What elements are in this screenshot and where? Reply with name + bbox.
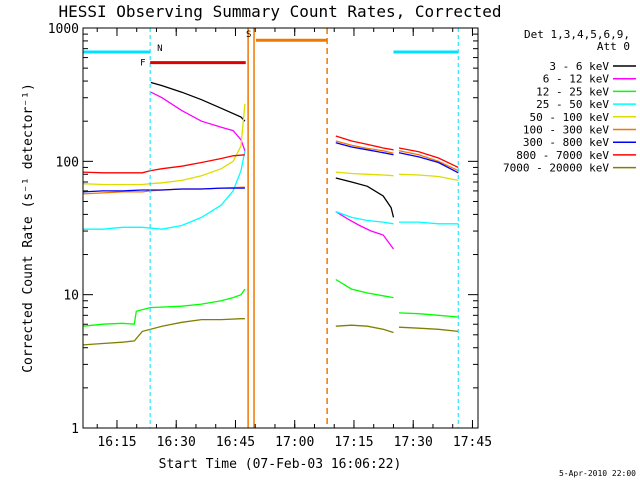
legend-label-4: 50 - 100 keV [530,111,610,124]
series-line-2-1 [335,278,394,299]
series-line-5-1 [335,140,394,154]
flag-label-1: S [246,30,251,40]
series-line-6-0 [82,187,245,193]
timestamp: 5-Apr-2010 22:00 [559,469,636,478]
series-line-2-2 [398,312,459,318]
legend-label-0: 3 - 6 keV [549,60,609,73]
series-line-8-2 [398,326,459,333]
x-tick-label-5: 17:30 [394,435,433,450]
series-line-6-1 [335,142,394,156]
series-line-6-2 [398,152,459,174]
series-line-8-0 [82,318,245,346]
series-line-3-2 [399,221,459,225]
x-tick-label-1: 16:30 [157,435,196,450]
legend-header-0: Det 1,3,4,5,6,9, [524,28,630,41]
series-line-1-0 [150,91,246,152]
x-tick-label-6: 17:45 [453,435,492,450]
x-tick-label-3: 17:00 [275,435,314,450]
series-line-0-0 [150,81,246,122]
legend-label-8: 7000 - 20000 keV [503,162,609,175]
series-line-7-1 [335,135,394,151]
series-line-7-2 [398,147,459,168]
x-tick-label-4: 17:15 [334,435,373,450]
y-axis-label: Corrected Count Rate (s⁻¹ detector⁻¹) [21,83,36,373]
y-tick-label-1: 10 [63,289,79,304]
series-line-4-1 [335,171,394,177]
legend-label-1: 6 - 12 keV [543,73,610,86]
series-line-3-0 [83,150,246,230]
series-line-7-0 [82,154,245,174]
legend-label-6: 300 - 800 keV [523,136,609,149]
flag-label-0: F [140,59,145,69]
legend-label-5: 100 - 300 keV [523,124,609,137]
flag-label-2: N [157,44,162,54]
y-tick-label-0: 1 [71,422,79,437]
series-line-3-1 [335,210,394,225]
legend-label-3: 25 - 50 keV [536,98,609,111]
series-line-1-1 [335,211,395,250]
legend-label-2: 12 - 25 keV [536,85,609,98]
series-line-4-0 [82,103,246,186]
tick-layer: 16:15 16:30 16:45 17:00 17:15 17:30 17:45 1 10 10… [48,22,492,450]
series-line-2-0 [82,288,246,327]
legend-label-7: 800 - 7000 keV [516,149,609,162]
chart-title: HESSI Observing Summary Count Rates, Cor… [58,2,501,21]
series-line-8-1 [335,324,394,334]
series-line-0-1 [335,177,395,218]
series-line-4-2 [398,173,459,182]
series-layer [82,81,459,346]
y-tick-label-2: 100 [56,155,79,170]
marker-layer: F S N [83,28,459,428]
legend-header-1: Att 0 [597,40,630,53]
series-line-5-2 [398,150,459,172]
x-tick-label-0: 16:15 [97,435,136,450]
plot-frame [82,27,479,429]
x-axis-label: Start Time (07-Feb-03 16:06:22) [159,457,402,472]
y-tick-label-3: 1000 [48,22,79,37]
x-tick-label-2: 16:45 [216,435,255,450]
